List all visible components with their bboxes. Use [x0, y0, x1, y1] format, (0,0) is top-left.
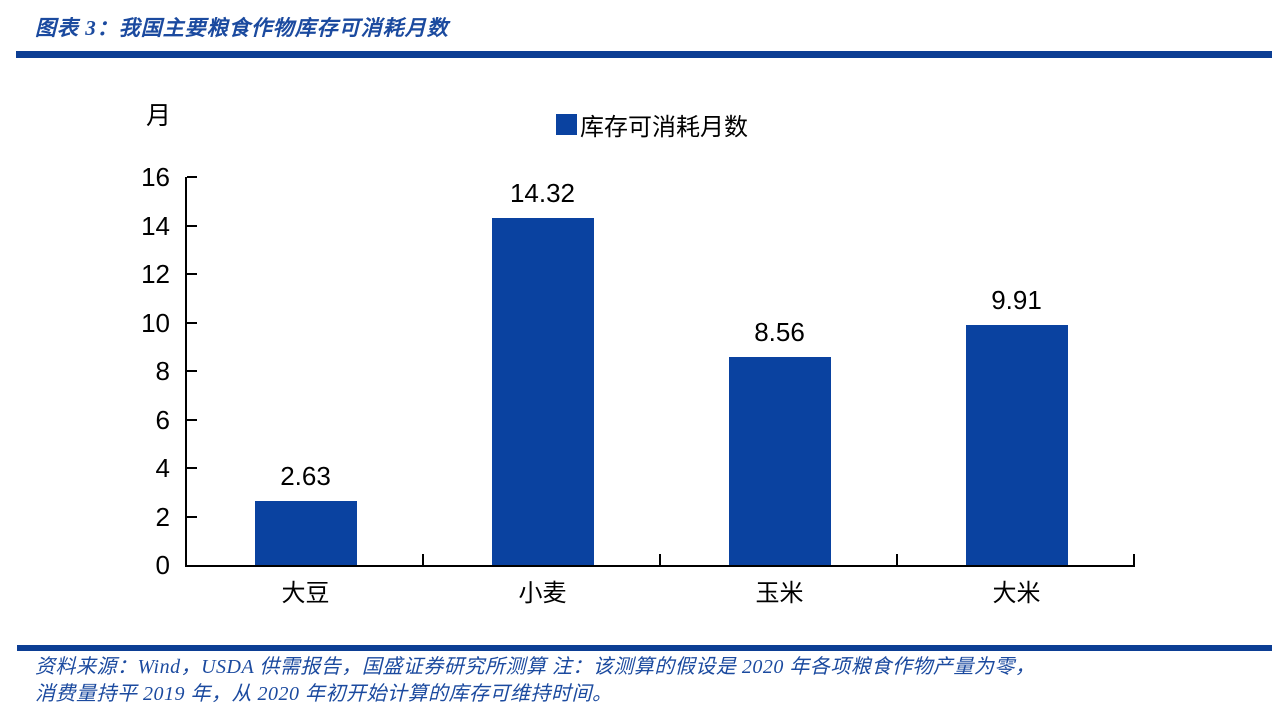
bar-value-label: 2.63 — [280, 461, 331, 492]
y-axis-tick-label: 10 — [141, 307, 170, 338]
x-axis-tick-mark — [659, 554, 661, 565]
x-axis-tick-mark — [896, 554, 898, 565]
x-axis-line — [185, 565, 1135, 567]
bar-value-label: 14.32 — [509, 177, 576, 208]
legend-swatch-icon — [556, 114, 577, 135]
y-axis-tick-label: 14 — [141, 210, 170, 241]
source-note: 资料来源：Wind，USDA 供需报告，国盛证券研究所测算 注：该测算的假设是 … — [35, 654, 1275, 708]
bottom-divider-rule — [17, 645, 1272, 651]
bar-3 — [728, 357, 831, 565]
y-axis-tick-label: 16 — [141, 162, 170, 192]
bar-value-label: 8.56 — [754, 317, 805, 348]
bar-value-label: 9.91 — [991, 284, 1042, 315]
y-axis-tick-mark — [187, 273, 197, 275]
y-axis-unit-label: 月 — [146, 101, 172, 130]
source-note-line2: 消费量持平 2019 年，从 2020 年初开始计算的库存可维持时间。 — [35, 683, 613, 705]
x-axis-category-label: 小麦 — [518, 579, 567, 607]
y-axis-line — [185, 177, 187, 565]
x-axis-category-label: 大豆 — [281, 579, 330, 607]
x-axis-tick-mark — [422, 554, 424, 565]
legend-label: 库存可消耗月数 — [580, 113, 748, 141]
bar-1 — [254, 501, 357, 565]
bar-2 — [491, 217, 594, 565]
y-axis-tick-mark — [187, 515, 197, 518]
y-axis-tick-label: 8 — [155, 356, 170, 386]
y-axis-tick-label: 2 — [155, 501, 170, 532]
x-axis-category-label: 大米 — [992, 579, 1041, 607]
y-axis-tick-mark — [187, 418, 197, 421]
y-axis-tick-mark — [187, 176, 197, 178]
y-axis-tick-label: 4 — [155, 453, 170, 483]
y-axis-tick-label: 6 — [155, 404, 170, 435]
figure-title: 图表 3：我国主要粮食作物库存可消耗月数 — [35, 16, 449, 40]
top-divider-rule — [16, 51, 1272, 58]
source-note-line1: 资料来源：Wind，USDA 供需报告，国盛证券研究所测算 注：该测算的假设是 … — [35, 656, 1036, 678]
y-axis-tick-mark — [187, 224, 197, 227]
y-axis-tick-label: 0 — [155, 550, 170, 580]
y-axis-tick-mark — [187, 467, 197, 469]
bar-4 — [965, 324, 1068, 565]
y-axis-tick-mark — [187, 370, 197, 372]
chart-legend: 库存可消耗月数 — [556, 107, 748, 142]
x-axis-category-label: 玉米 — [755, 579, 804, 607]
y-axis-tick-mark — [187, 321, 197, 324]
x-axis-tick-mark — [1133, 554, 1135, 565]
y-axis-tick-label: 12 — [141, 259, 170, 289]
